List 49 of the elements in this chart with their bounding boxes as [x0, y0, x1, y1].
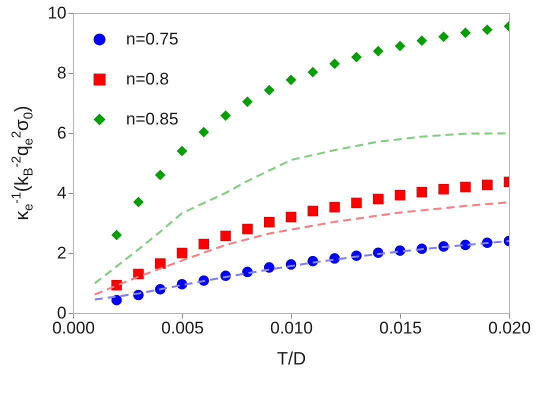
point	[176, 146, 188, 156]
point	[351, 198, 362, 208]
point	[416, 35, 428, 46]
point	[220, 230, 231, 242]
x-axis-title: T/D	[277, 348, 306, 368]
x-tick-label: 0.010	[270, 318, 313, 338]
point	[351, 52, 362, 62]
point	[111, 230, 122, 240]
point	[329, 58, 340, 69]
point	[460, 182, 471, 192]
point	[264, 216, 274, 228]
legend-label: n=0.75	[126, 30, 178, 48]
point	[482, 24, 492, 36]
point	[264, 84, 274, 96]
point	[329, 202, 340, 212]
line-series	[94, 201, 509, 296]
y-tick-label: 2	[57, 244, 66, 262]
point	[220, 110, 231, 121]
point	[242, 96, 253, 108]
y-tick-label: 4	[57, 184, 66, 202]
point	[154, 258, 166, 269]
point	[308, 206, 318, 216]
point	[372, 194, 384, 204]
y-tick-label: 10	[48, 4, 66, 22]
point	[242, 224, 253, 234]
point	[394, 40, 406, 52]
x-tick-label: 0.015	[379, 318, 422, 338]
y-tick-label: 8	[57, 64, 66, 82]
point	[111, 294, 122, 306]
point	[308, 66, 318, 78]
point	[133, 196, 144, 208]
legend-label: n=0.8	[126, 70, 170, 88]
point	[438, 184, 449, 194]
point	[176, 248, 188, 258]
point	[198, 238, 210, 250]
point	[372, 46, 384, 56]
point	[438, 31, 449, 42]
point	[198, 126, 210, 138]
point	[416, 186, 428, 198]
x-tick-label: 0.005	[161, 318, 204, 338]
point	[286, 212, 296, 222]
legend-label: n=0.85	[126, 110, 178, 128]
point	[286, 74, 296, 86]
point	[460, 28, 471, 38]
x-tick-label: 0.020	[488, 318, 531, 338]
point	[482, 180, 492, 190]
point	[394, 190, 406, 200]
point	[154, 170, 166, 180]
y-tick-label: 6	[57, 124, 66, 142]
